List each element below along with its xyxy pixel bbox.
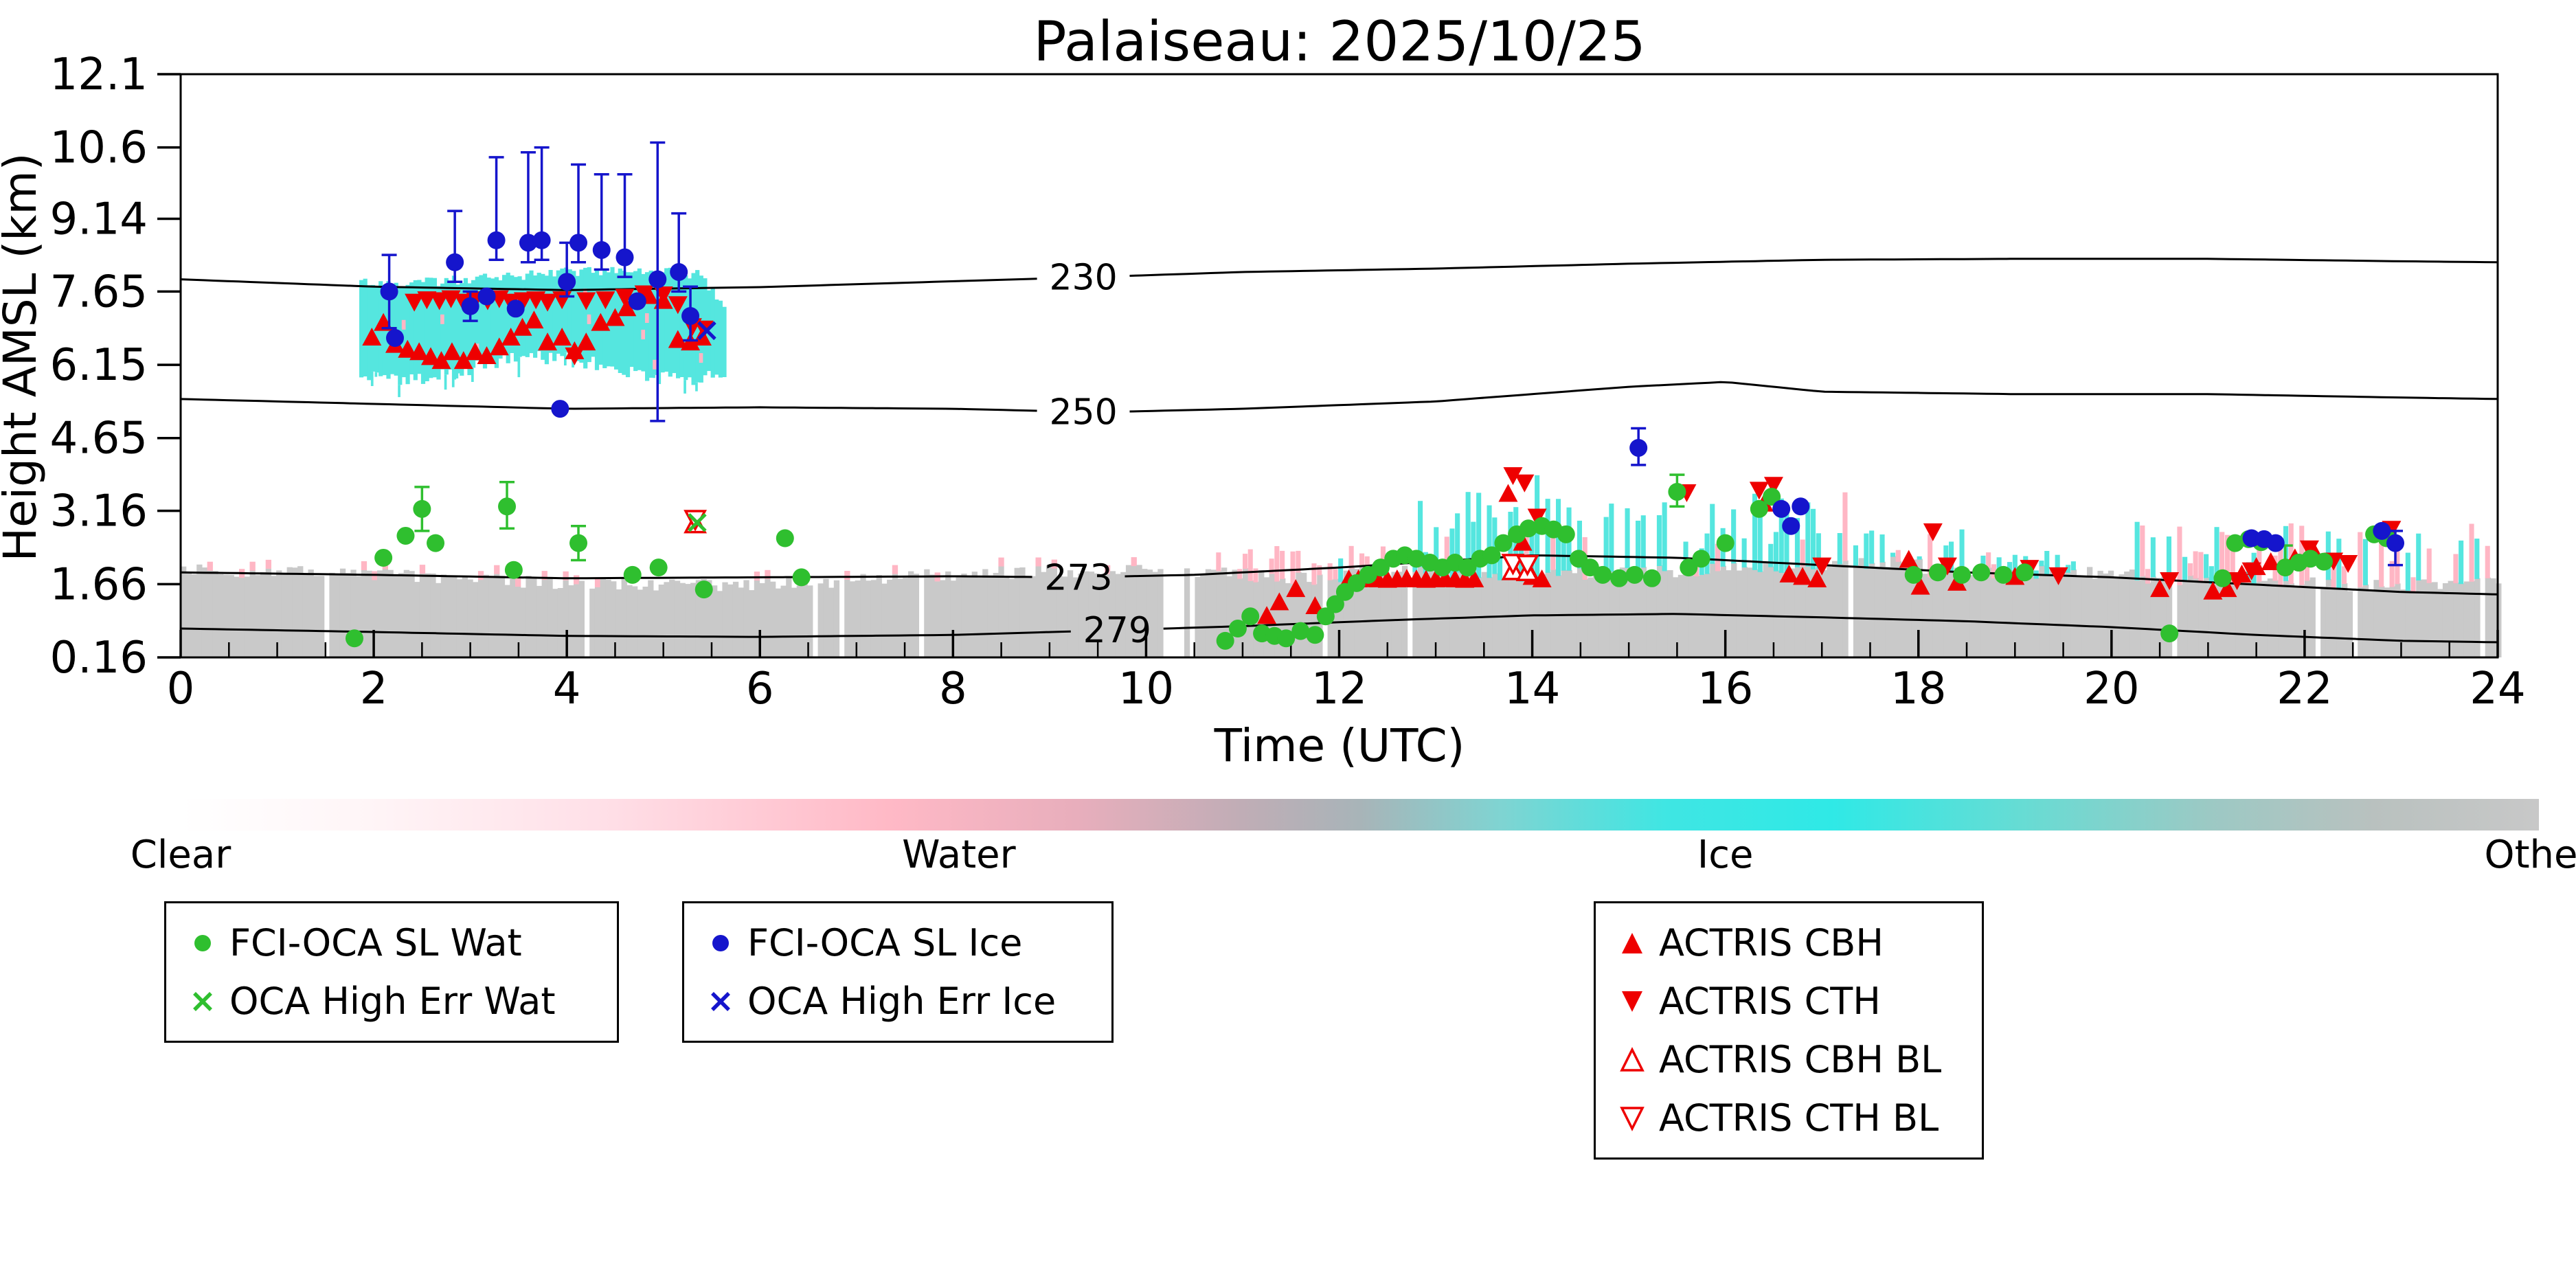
temperature-contour-lines: 230 250 273 279 bbox=[180, 258, 2498, 651]
axes-frame: 0 2 4 6 8 10 12 14 16 18 20 22 240.161.663.164.656.1… bbox=[50, 49, 2526, 714]
legend-item-label: FCI-OCA SL Ice bbox=[747, 921, 1023, 964]
svg-text:10.6: 10.6 bbox=[50, 123, 148, 174]
svg-text:230: 230 bbox=[1049, 258, 1117, 299]
legend-item-label: OCA High Err Wat bbox=[229, 980, 556, 1023]
tri-up-open-marker-icon bbox=[1620, 1046, 1645, 1072]
svg-text:20: 20 bbox=[2083, 664, 2139, 714]
circle-marker-icon bbox=[712, 934, 729, 951]
legend-item-label: OCA High Err Ice bbox=[747, 980, 1057, 1023]
svg-text:12: 12 bbox=[1311, 664, 1367, 714]
colorbar-label-ice: Ice bbox=[1697, 833, 1754, 877]
svg-text:7.65: 7.65 bbox=[50, 267, 148, 317]
legend-item-label: ACTRIS CTH bbox=[1659, 980, 1881, 1023]
legend-item-fci-oca-sl-ice: FCI-OCA SL Ice bbox=[705, 921, 1091, 964]
series-fci-oca-sl-ice bbox=[380, 141, 2405, 567]
svg-text:6: 6 bbox=[746, 664, 774, 714]
legend-fci-oca-water: FCI-OCA SL Wat OCA High Err Wat bbox=[164, 901, 619, 1043]
svg-text:0: 0 bbox=[167, 664, 195, 714]
legend-item-oca-high-err-ice: OCA High Err Ice bbox=[705, 980, 1091, 1023]
x-axis-label: Time (UTC) bbox=[1214, 719, 1465, 772]
series-oca-high-err-ice bbox=[697, 321, 716, 341]
svg-text:10: 10 bbox=[1118, 664, 1174, 714]
legend-item-actris-cth-bl: ACTRIS CTH BL bbox=[1616, 1096, 1961, 1140]
legend-actris: ACTRIS CBH ACTRIS CTH ACTRIS CBH BL ACTRIS … bbox=[1594, 901, 1984, 1160]
legend-item-oca-high-err-wat: OCA High Err Wat bbox=[187, 980, 596, 1023]
svg-text:6.15: 6.15 bbox=[50, 340, 148, 391]
classification-colorbar bbox=[181, 799, 2539, 831]
svg-text:4: 4 bbox=[553, 664, 581, 714]
tri-down-marker-icon bbox=[1622, 991, 1642, 1012]
colorbar-label-other: Other bbox=[2484, 833, 2576, 877]
legend-item-label: ACTRIS CBH bbox=[1659, 921, 1884, 964]
y-axis-label: Height AMSL (km) bbox=[0, 153, 47, 562]
svg-text:273: 273 bbox=[1044, 557, 1112, 598]
svg-text:279: 279 bbox=[1083, 610, 1151, 651]
x-marker-icon bbox=[193, 991, 212, 1011]
svg-text:8: 8 bbox=[939, 664, 967, 714]
svg-text:12.1: 12.1 bbox=[50, 49, 148, 100]
svg-text:16: 16 bbox=[1697, 664, 1753, 714]
svg-text:24: 24 bbox=[2470, 664, 2525, 714]
tri-up-marker-icon bbox=[1622, 932, 1642, 953]
svg-text:14: 14 bbox=[1504, 664, 1560, 714]
chart-title: Palaiseau: 2025/10/25 bbox=[1033, 10, 1645, 74]
series-fci-oca-sl-wat bbox=[345, 473, 2396, 650]
svg-text:18: 18 bbox=[1890, 664, 1946, 714]
legend-item-actris-cbh-bl: ACTRIS CBH BL bbox=[1616, 1038, 1961, 1081]
legend-item-actris-cbh: ACTRIS CBH bbox=[1616, 921, 1961, 964]
legend-item-label: ACTRIS CBH BL bbox=[1659, 1038, 1942, 1081]
tri-down-open-marker-icon bbox=[1620, 1106, 1645, 1131]
svg-text:3.16: 3.16 bbox=[50, 486, 148, 537]
colorbar-label-water: Water bbox=[902, 833, 1016, 877]
colorbar-labels: Clear Water Ice Other bbox=[0, 833, 2576, 888]
legend-item-actris-cth: ACTRIS CTH bbox=[1616, 980, 1961, 1023]
circle-marker-icon bbox=[194, 934, 211, 951]
svg-text:0.16: 0.16 bbox=[50, 633, 148, 683]
series-oca-high-err-wat bbox=[688, 512, 707, 532]
svg-text:4.65: 4.65 bbox=[50, 414, 148, 464]
svg-text:22: 22 bbox=[2276, 664, 2332, 714]
svg-text:250: 250 bbox=[1049, 392, 1117, 433]
svg-text:1.66: 1.66 bbox=[50, 559, 148, 610]
legend-fci-oca-ice: FCI-OCA SL Ice OCA High Err Ice bbox=[682, 901, 1114, 1043]
legend-item-label: ACTRIS CTH BL bbox=[1659, 1096, 1939, 1140]
x-marker-icon bbox=[711, 991, 730, 1011]
svg-text:9.14: 9.14 bbox=[50, 194, 148, 245]
scatter-data bbox=[345, 141, 2405, 650]
colorbar-label-clear: Clear bbox=[130, 833, 231, 877]
svg-text:2: 2 bbox=[360, 664, 388, 714]
legend-item-fci-oca-sl-wat: FCI-OCA SL Wat bbox=[187, 921, 596, 964]
legend-item-label: FCI-OCA SL Wat bbox=[229, 921, 522, 964]
